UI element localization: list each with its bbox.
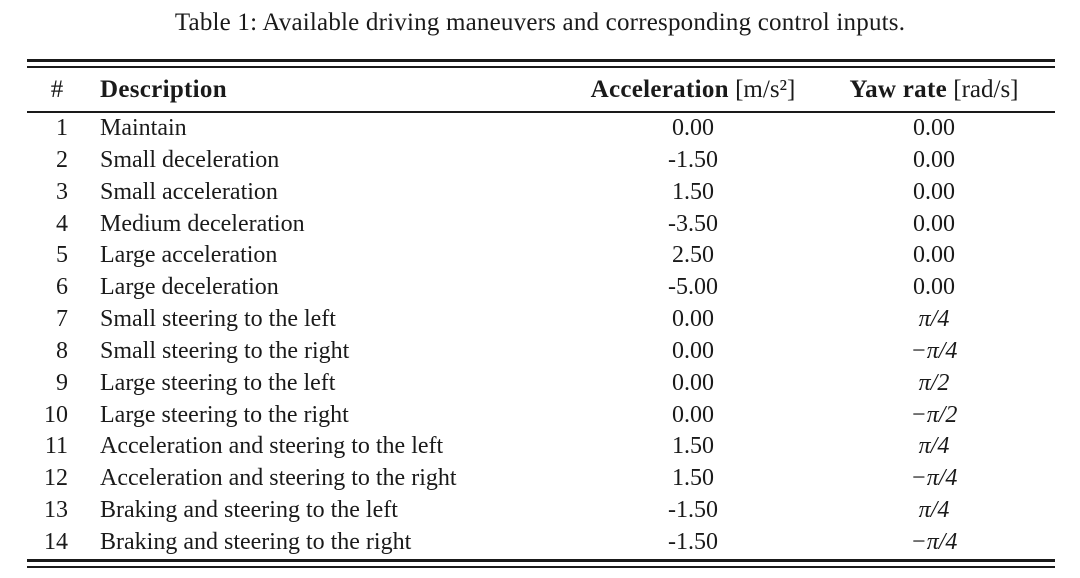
cell-number: 8 [56,337,68,364]
cell-description: Medium deceleration [100,210,305,237]
cell-acceleration: -3.50 [668,210,718,237]
cell-description: Small steering to the left [100,306,336,333]
cell-acceleration: 0.00 [672,337,714,364]
column-header-yaw-rate-label: Yaw rate [849,75,947,103]
cell-number: 9 [56,369,68,396]
table-row: 1 Maintain 0.00 0.00 [27,112,1055,145]
cell-yaw-rate: 0.00 [913,210,955,237]
cell-description: Braking and steering to the left [100,497,398,524]
cell-description: Large steering to the right [100,401,349,428]
cell-number: 3 [56,178,68,205]
cell-number: 2 [56,146,68,173]
table-row: 14 Braking and steering to the right -1.… [27,527,1055,559]
cell-acceleration: -1.50 [668,497,718,524]
cell-description: Small deceleration [100,146,280,173]
cell-acceleration: 0.00 [672,369,714,396]
cell-yaw-rate: −π/4 [910,465,958,492]
cell-number: 1 [56,115,68,141]
cell-yaw-rate: 0.00 [913,178,955,205]
column-header-yaw-rate: Yaw rate [rad/s] [813,68,1055,113]
table-row: 6 Large deceleration -5.00 0.00 [27,272,1055,304]
cell-yaw-rate: 0.00 [913,146,955,173]
cell-yaw-rate: −π/4 [910,337,958,364]
table-row: 5 Large acceleration 2.50 0.00 [27,240,1055,272]
cell-acceleration: 2.50 [672,242,714,269]
cell-yaw-rate: π/4 [918,497,950,524]
table-row: 8 Small steering to the right 0.00 −π/4 [27,336,1055,368]
maneuvers-table-grid: # Description Acceleration [m/s²] Yaw ra… [27,68,1055,559]
cell-description: Large steering to the left [100,369,336,396]
cell-acceleration: -5.00 [668,274,718,301]
column-header-acceleration: Acceleration [m/s²] [573,68,813,113]
cell-number: 12 [44,465,68,492]
cell-yaw-rate: π/4 [918,306,950,333]
table-row: 3 Small acceleration 1.50 0.00 [27,177,1055,209]
column-header-acceleration-label: Acceleration [590,75,729,103]
cell-number: 4 [56,210,68,237]
table-bottom-rule [27,558,1055,568]
cell-acceleration: 1.50 [672,178,714,205]
table-row: 9 Large steering to the left 0.00 π/2 [27,368,1055,400]
header-row: # Description Acceleration [m/s²] Yaw ra… [27,68,1055,113]
cell-acceleration: -1.50 [668,146,718,173]
maneuvers-table: # Description Acceleration [m/s²] Yaw ra… [27,59,1055,568]
cell-acceleration: -1.50 [668,528,718,555]
column-header-yaw-rate-unit: [rad/s] [953,75,1019,103]
cell-yaw-rate: π/2 [918,369,950,396]
table-row: 7 Small steering to the left 0.00 π/4 [27,304,1055,336]
cell-acceleration: 0.00 [672,115,714,141]
cell-description: Small acceleration [100,178,278,205]
cell-number: 10 [44,401,68,428]
cell-acceleration: 1.50 [672,433,714,460]
cell-number: 5 [56,242,68,269]
table-row: 12 Acceleration and steering to the righ… [27,463,1055,495]
cell-yaw-rate: π/4 [918,433,950,460]
column-header-number-label: # [50,75,64,103]
cell-acceleration: 0.00 [672,306,714,333]
cell-description: Small steering to the right [100,337,350,364]
cell-number: 7 [56,306,68,333]
cell-number: 11 [44,433,68,460]
table-row: 11 Acceleration and steering to the left… [27,431,1055,463]
table-caption: Table 1: Available driving maneuvers and… [174,9,906,36]
cell-yaw-rate: 0.00 [913,242,955,269]
cell-description: Maintain [100,115,187,141]
column-header-number: # [27,68,87,113]
table-row: 2 Small deceleration -1.50 0.00 [27,145,1055,177]
column-header-acceleration-unit: [m/s²] [735,75,796,103]
cell-number: 13 [44,497,68,524]
cell-acceleration: 0.00 [672,401,714,428]
table-row: 13 Braking and steering to the left -1.5… [27,495,1055,527]
table-top-rule [27,59,1055,68]
cell-description: Large acceleration [100,242,278,269]
column-header-description-label: Description [100,75,227,103]
table-row: 10 Large steering to the right 0.00 −π/2 [27,400,1055,432]
cell-description: Acceleration and steering to the left [100,433,444,460]
cell-description: Braking and steering to the right [100,528,412,555]
cell-yaw-rate: −π/4 [910,528,958,555]
cell-number: 14 [44,528,68,555]
cell-yaw-rate: 0.00 [913,115,955,141]
column-header-description: Description [87,68,573,113]
cell-number: 6 [56,274,68,301]
cell-yaw-rate: −π/2 [910,401,958,428]
cell-description: Large deceleration [100,274,279,301]
table-row: 4 Medium deceleration -3.50 0.00 [27,209,1055,241]
cell-description: Acceleration and steering to the right [100,465,457,492]
cell-yaw-rate: 0.00 [913,274,955,301]
cell-acceleration: 1.50 [672,465,714,492]
